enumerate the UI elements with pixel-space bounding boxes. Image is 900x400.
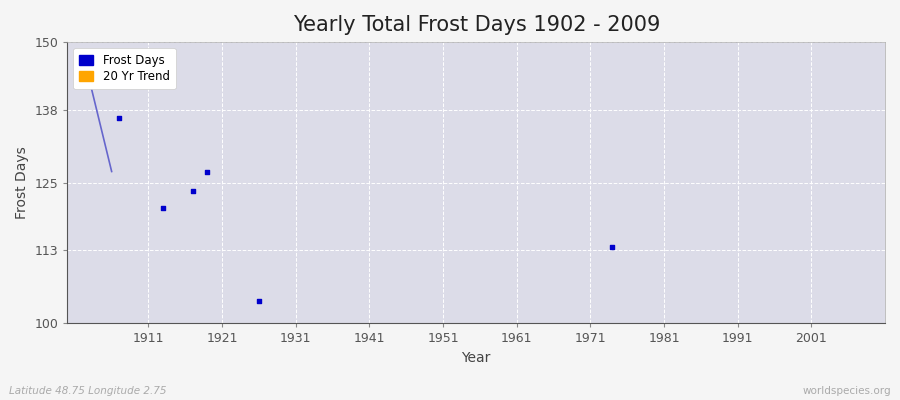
Point xyxy=(112,115,126,121)
Point xyxy=(185,188,200,194)
Text: Latitude 48.75 Longitude 2.75: Latitude 48.75 Longitude 2.75 xyxy=(9,386,166,396)
Y-axis label: Frost Days: Frost Days xyxy=(15,146,29,219)
Title: Yearly Total Frost Days 1902 - 2009: Yearly Total Frost Days 1902 - 2009 xyxy=(292,15,660,35)
Point xyxy=(200,168,214,175)
Text: worldspecies.org: worldspecies.org xyxy=(803,386,891,396)
X-axis label: Year: Year xyxy=(462,351,490,365)
Legend: Frost Days, 20 Yr Trend: Frost Days, 20 Yr Trend xyxy=(74,48,176,89)
Point xyxy=(252,298,266,304)
Point xyxy=(606,244,620,251)
Point xyxy=(156,205,170,211)
